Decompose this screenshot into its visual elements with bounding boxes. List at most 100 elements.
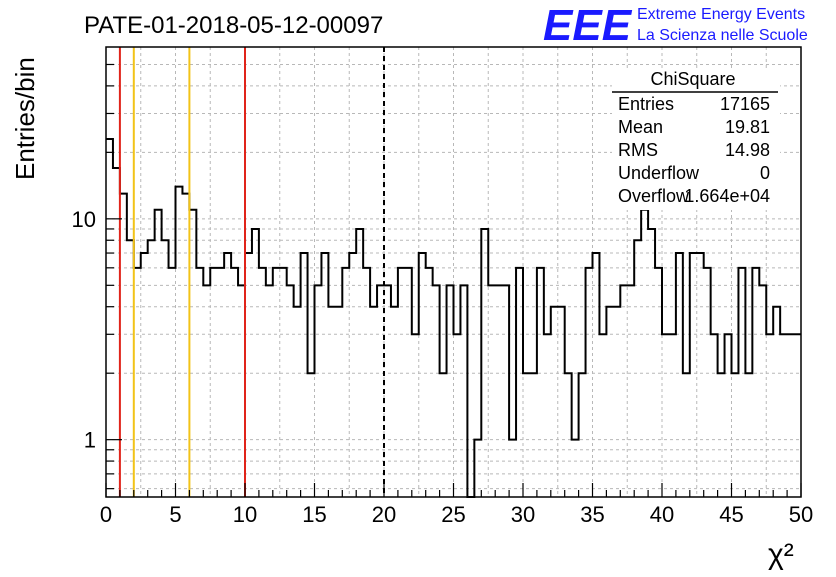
histogram-bin — [502, 285, 509, 497]
stats-box: ChiSquare Entries 17165 Mean 19.81 RMS 14.98 U… — [612, 69, 780, 210]
x-tick-label: 30 — [511, 502, 535, 527]
histogram-bin — [690, 253, 697, 497]
histogram-bin — [196, 268, 203, 497]
histogram-bin — [182, 194, 189, 497]
histogram-bin — [481, 229, 488, 497]
x-tick-label: 50 — [789, 502, 813, 527]
histogram-bin — [676, 253, 683, 497]
histogram-bin — [787, 334, 794, 497]
histogram-bin — [454, 334, 461, 497]
x-tick-label: 0 — [100, 502, 112, 527]
histogram-bin — [516, 268, 523, 497]
histogram-bin — [113, 168, 120, 497]
histogram-bin — [377, 285, 384, 497]
histogram-bin — [627, 285, 634, 497]
histogram-bin — [252, 229, 259, 497]
histogram-bin — [773, 307, 780, 497]
histogram-bin — [523, 373, 530, 497]
histogram-bin — [447, 285, 454, 497]
eee-logo-line1: Extreme Energy Events — [637, 6, 805, 23]
histogram-bin — [593, 253, 600, 497]
histogram-bin — [662, 334, 669, 497]
histogram-bin — [335, 307, 342, 497]
histogram-bin — [426, 268, 433, 497]
histogram-bin — [419, 253, 426, 497]
histogram-bin — [280, 268, 287, 497]
histogram-bin — [287, 285, 294, 497]
histogram-bin — [558, 307, 565, 497]
histogram-bin — [572, 440, 579, 497]
eee-logo-line2: La Scienza nelle Scuole — [637, 27, 808, 44]
stats-row-value: 17165 — [720, 94, 770, 114]
eee-logo: EEE Extreme Energy Events La Scienza nel… — [543, 1, 808, 50]
x-tick-label: 40 — [650, 502, 674, 527]
x-tick-label: 15 — [302, 502, 326, 527]
vertical-marker-lines — [118, 47, 385, 497]
histogram-bin — [127, 240, 134, 497]
histogram-bin — [210, 268, 217, 497]
histogram-bin — [391, 307, 398, 497]
y-axis-label: Entries/bin — [10, 57, 40, 180]
histogram-bin — [106, 139, 113, 497]
histogram-bin — [356, 229, 363, 497]
histogram-bin — [134, 268, 141, 497]
histogram-bin — [294, 307, 301, 497]
x-tick-labels: 0 5 10 15 20 25 30 35 40 45 50 — [100, 502, 813, 527]
histogram-bin — [460, 285, 467, 497]
histogram-bin — [349, 253, 356, 497]
histogram-bin — [745, 373, 752, 497]
histogram-bin — [315, 285, 322, 497]
axes — [105, 46, 802, 498]
stats-row-label: Overflow — [618, 186, 690, 206]
histogram-outline — [106, 137, 801, 498]
histogram-bin — [697, 253, 704, 497]
stats-row-label: Entries — [618, 94, 674, 114]
histogram-bin — [725, 334, 732, 497]
histogram-bin — [537, 268, 544, 497]
histogram-bin — [273, 268, 280, 497]
histogram-bin — [752, 268, 759, 497]
histogram-bin — [599, 334, 606, 497]
histogram-bin — [238, 285, 245, 497]
stats-rows: Entries 17165 Mean 19.81 RMS 14.98 Underflow 0 O… — [618, 94, 770, 206]
x-tick-label: 20 — [372, 502, 396, 527]
x-tick-label: 25 — [441, 502, 465, 527]
x-tick-label: 10 — [233, 502, 257, 527]
grid-lines — [106, 47, 801, 497]
x-tick-label: 45 — [719, 502, 743, 527]
x-tick-label: 5 — [169, 502, 181, 527]
histogram-bin — [759, 285, 766, 497]
histogram-bin — [620, 285, 627, 497]
x-tick-label: 35 — [580, 502, 604, 527]
stats-row-value: 1.664e+04 — [684, 186, 770, 206]
histogram-bin — [120, 194, 127, 497]
histogram-bin — [231, 268, 238, 497]
histogram-bin — [634, 240, 641, 497]
histogram-bars — [106, 137, 801, 498]
histogram-bin — [155, 210, 162, 497]
histogram-bin — [613, 307, 620, 497]
y-tick-labels: 1 10 — [72, 207, 96, 453]
histogram-bin — [301, 253, 308, 497]
histogram-bin — [342, 268, 349, 497]
histogram-bin — [224, 253, 231, 497]
histogram-bin — [474, 440, 481, 497]
chart-title: PATE-01-2018-05-12-00097 — [84, 12, 383, 39]
histogram-bin — [148, 240, 155, 497]
histogram-bin — [384, 285, 391, 497]
stats-row-label: RMS — [618, 140, 658, 160]
histogram-bin — [162, 240, 169, 497]
histogram-bin — [586, 268, 593, 497]
stats-title: ChiSquare — [650, 69, 735, 89]
histogram-bin — [655, 268, 662, 497]
stats-row-value: 0 — [760, 163, 770, 183]
histogram-bin — [405, 268, 412, 497]
histogram-bin — [711, 334, 718, 497]
histogram-bin — [141, 253, 148, 497]
histogram-bin — [266, 285, 273, 497]
histogram-bin — [370, 307, 377, 497]
histogram-bin — [412, 334, 419, 497]
histogram-bin — [669, 334, 676, 497]
